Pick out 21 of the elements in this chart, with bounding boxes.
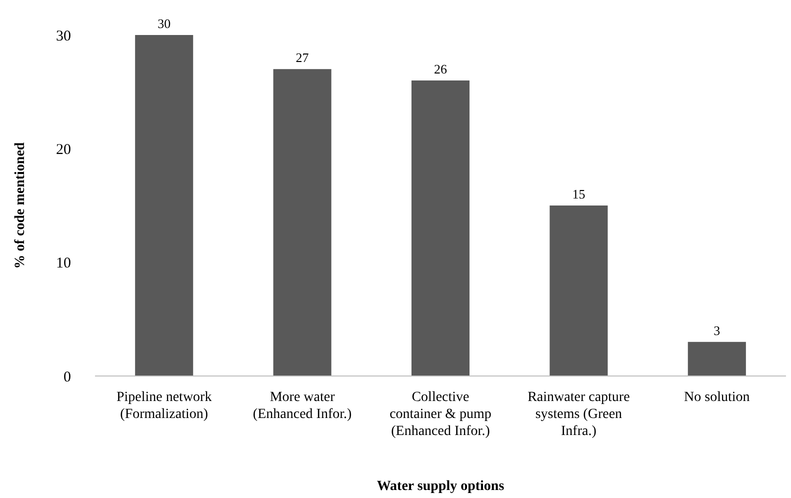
y-tick-label: 20 [56,142,71,158]
x-tick-label: Collective container & pump (Enhanced Infor.) [390,390,492,439]
data-label: 30 [158,16,171,31]
y-axis-title: % of code mentioned [13,142,28,269]
data-label: 26 [434,61,448,76]
y-tick-label: 0 [64,369,71,386]
bar [135,35,194,376]
y-tick-label: 30 [56,28,71,44]
bar [273,69,332,376]
data-label: 3 [714,322,720,338]
data-label: 27 [296,50,310,66]
bar [411,80,470,376]
y-tick-label: 10 [56,256,71,272]
data-label: 15 [572,186,586,202]
x-tick-label: Pipeline network (Formalization) [116,390,212,422]
x-tick-label: No solution [684,390,750,405]
bar [550,206,608,376]
x-axis-title: Water supply options [376,479,505,494]
x-tick-label: More water (Enhanced Infor.) [252,390,352,422]
bar [688,342,746,376]
x-tick-label: Rainwater capture systems (Green Infra.) [528,390,630,439]
